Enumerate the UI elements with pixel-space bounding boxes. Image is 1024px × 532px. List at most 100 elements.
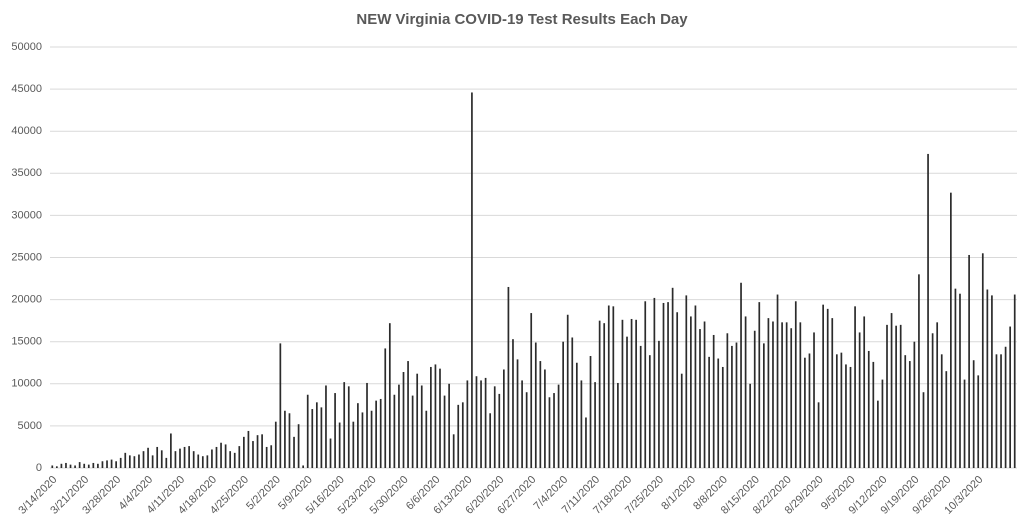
bar (197, 454, 200, 468)
bar (329, 438, 332, 468)
bar (338, 422, 341, 468)
bar (375, 400, 377, 468)
bar (680, 373, 683, 468)
bar (954, 288, 957, 468)
bar (306, 394, 309, 468)
bar (986, 289, 989, 468)
bar (831, 318, 834, 468)
bar (913, 341, 916, 468)
bar (60, 463, 63, 468)
bar (503, 369, 505, 468)
bar (845, 364, 847, 468)
bar (772, 321, 774, 468)
bar (284, 410, 286, 468)
bar (361, 412, 364, 468)
bar (334, 393, 336, 468)
bar (1000, 354, 1002, 468)
bar (311, 409, 314, 468)
bar (69, 464, 72, 468)
bar (575, 362, 578, 468)
bar (959, 293, 961, 468)
bar (402, 372, 405, 468)
bar (667, 302, 669, 468)
bar (297, 424, 300, 468)
bar (288, 413, 291, 468)
bar (489, 413, 492, 468)
bar (617, 382, 619, 468)
bar (603, 323, 606, 468)
bar (174, 451, 177, 468)
bar (548, 397, 551, 468)
bar (142, 451, 145, 468)
bar (443, 395, 446, 468)
bar (963, 379, 966, 468)
bar (279, 343, 282, 468)
bar (366, 382, 368, 468)
bar (357, 403, 359, 468)
bar (849, 366, 852, 468)
bar (968, 254, 970, 468)
bar (247, 430, 250, 468)
bar (744, 316, 747, 468)
bar (430, 366, 432, 468)
bar (881, 379, 884, 468)
bar (393, 394, 396, 468)
bar (571, 337, 574, 468)
bar (1004, 346, 1007, 468)
bar (398, 384, 400, 468)
bar (507, 286, 510, 468)
bar (557, 384, 560, 468)
bar (270, 445, 273, 468)
bar (539, 361, 542, 468)
bar (315, 402, 318, 468)
bar (115, 461, 117, 468)
bar (1013, 294, 1016, 468)
bar (274, 421, 277, 468)
bar (147, 447, 149, 468)
bar (785, 322, 788, 468)
bar (899, 324, 902, 468)
bar (585, 417, 587, 468)
bar (904, 355, 907, 468)
bar (256, 435, 259, 468)
bar (156, 446, 159, 468)
bar (762, 343, 765, 468)
y-tick-label: 10000 (11, 378, 42, 390)
x-tick-label: 5/2/2020 (244, 474, 283, 513)
bar (712, 334, 715, 468)
bar (630, 318, 633, 468)
bar (936, 322, 939, 468)
bar (726, 333, 729, 468)
bar (119, 457, 122, 468)
bar (461, 402, 464, 468)
bar (170, 433, 172, 468)
bar (945, 371, 948, 468)
bar (484, 377, 487, 468)
bar (133, 456, 136, 468)
bar (457, 404, 460, 468)
bar (534, 342, 537, 468)
bar (612, 306, 615, 468)
bar (735, 342, 738, 468)
bar (215, 446, 218, 468)
bar (708, 356, 710, 468)
bar (370, 410, 373, 468)
bar (388, 323, 391, 468)
bar (699, 329, 701, 468)
bar (124, 452, 127, 468)
bar (621, 319, 624, 468)
bar (867, 350, 870, 468)
bar (343, 382, 346, 468)
y-tick-label: 0 (36, 462, 42, 474)
bar (229, 451, 232, 468)
bar (74, 465, 76, 468)
bar (872, 361, 875, 468)
bar (416, 373, 419, 468)
bar (448, 383, 450, 468)
bar (995, 354, 998, 468)
bar (452, 434, 455, 468)
bar (840, 352, 843, 468)
bar (927, 153, 929, 468)
bar (325, 385, 327, 468)
